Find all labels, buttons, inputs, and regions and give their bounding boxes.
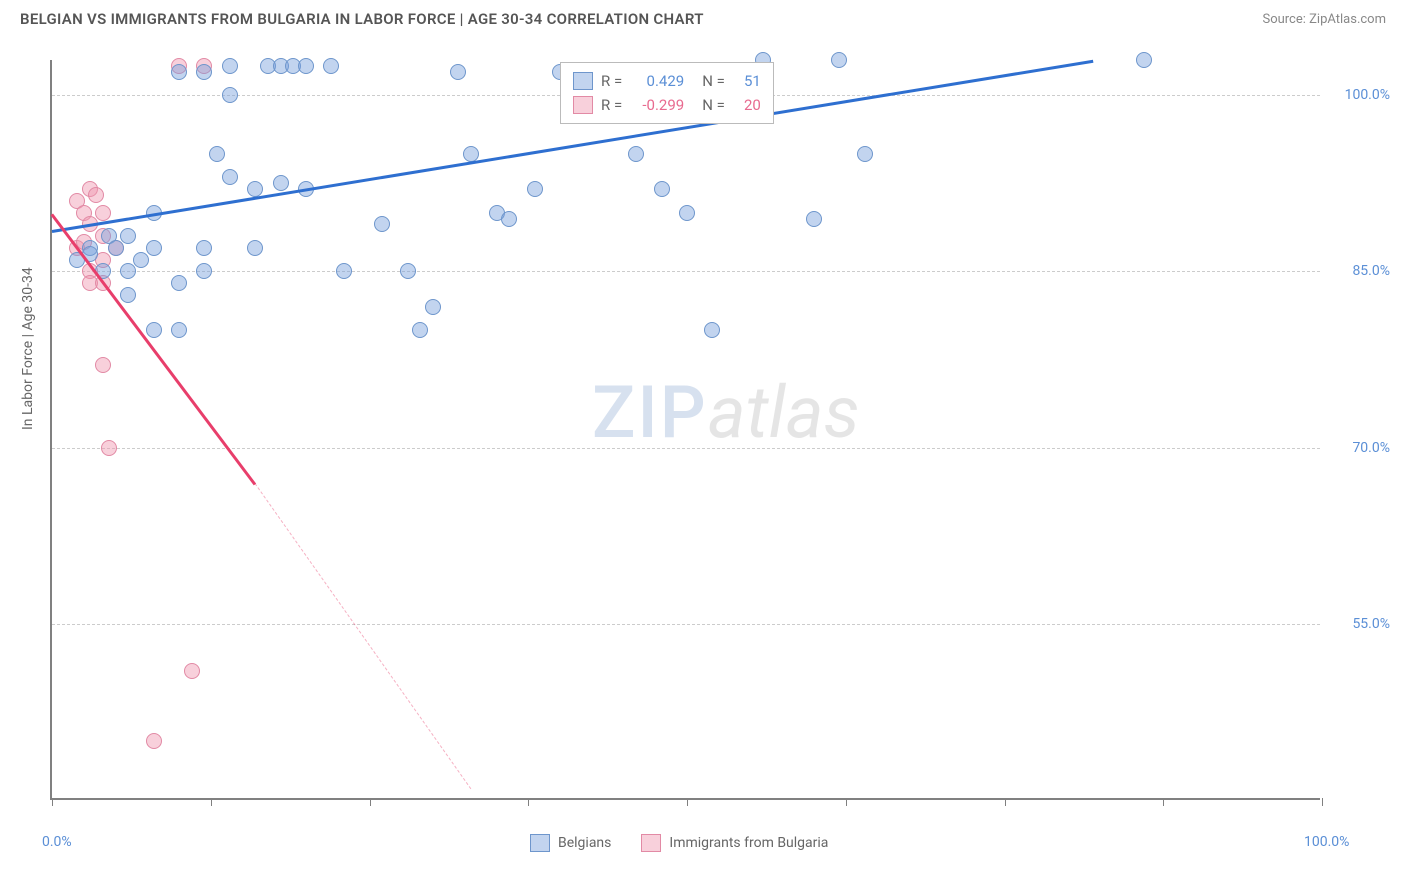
- swatch-icon: [641, 834, 661, 852]
- data-point: [120, 287, 136, 303]
- stats-legend-row: R =-0.299N =20: [573, 93, 761, 117]
- gridline: [52, 624, 1320, 625]
- data-point: [146, 733, 162, 749]
- chart-source: Source: ZipAtlas.com: [1262, 12, 1386, 27]
- x-tick: [1005, 798, 1006, 806]
- y-tick-label: 85.0%: [1352, 263, 1390, 279]
- data-point: [527, 181, 543, 197]
- data-point: [501, 211, 517, 227]
- data-point: [400, 263, 416, 279]
- stats-legend: R =0.429N =51R =-0.299N =20: [560, 62, 774, 124]
- scatter-chart: ZIPatlas 55.0%70.0%85.0%100.0%: [50, 60, 1320, 800]
- legend-item-belgians: Belgians: [530, 834, 611, 852]
- y-tick-label: 70.0%: [1352, 440, 1390, 456]
- data-point: [133, 252, 149, 268]
- data-point: [628, 146, 644, 162]
- data-point: [247, 240, 263, 256]
- chart-title: BELGIAN VS IMMIGRANTS FROM BULGARIA IN L…: [20, 10, 704, 28]
- data-point: [108, 240, 124, 256]
- data-point: [120, 263, 136, 279]
- data-point: [146, 322, 162, 338]
- chart-header: BELGIAN VS IMMIGRANTS FROM BULGARIA IN L…: [0, 0, 1406, 34]
- swatch-icon: [530, 834, 550, 852]
- data-point: [88, 187, 104, 203]
- data-point: [222, 87, 238, 103]
- y-tick-label: 55.0%: [1352, 616, 1390, 632]
- watermark: ZIPatlas: [592, 370, 860, 455]
- x-tick: [52, 798, 53, 806]
- legend-item-bulgaria: Immigrants from Bulgaria: [641, 834, 828, 852]
- gridline: [52, 448, 1320, 449]
- legend-label: Immigrants from Bulgaria: [669, 835, 828, 851]
- data-point: [209, 146, 225, 162]
- data-point: [374, 216, 390, 232]
- data-point: [323, 58, 339, 74]
- swatch-icon: [573, 96, 593, 114]
- x-tick: [211, 798, 212, 806]
- data-point: [196, 263, 212, 279]
- data-point: [101, 440, 117, 456]
- data-point: [146, 240, 162, 256]
- x-tick: [1322, 798, 1323, 806]
- data-point: [450, 64, 466, 80]
- data-point: [171, 64, 187, 80]
- data-point: [704, 322, 720, 338]
- data-point: [412, 322, 428, 338]
- x-axis-max-label: 100.0%: [1304, 834, 1349, 850]
- data-point: [171, 275, 187, 291]
- stats-legend-row: R =0.429N =51: [573, 69, 761, 93]
- data-point: [857, 146, 873, 162]
- data-point: [196, 64, 212, 80]
- data-point: [95, 205, 111, 221]
- x-tick: [1163, 798, 1164, 806]
- swatch-icon: [573, 72, 593, 90]
- data-point: [273, 175, 289, 191]
- trend-line: [255, 483, 472, 789]
- series-legend: Belgians Immigrants from Bulgaria: [530, 834, 828, 852]
- y-axis-label: In Labor Force | Age 30-34: [20, 267, 36, 430]
- legend-label: Belgians: [558, 835, 611, 851]
- data-point: [95, 357, 111, 373]
- data-point: [171, 322, 187, 338]
- data-point: [1136, 52, 1152, 68]
- x-axis-min-label: 0.0%: [42, 834, 72, 850]
- x-tick: [370, 798, 371, 806]
- data-point: [679, 205, 695, 221]
- data-point: [298, 58, 314, 74]
- data-point: [831, 52, 847, 68]
- data-point: [196, 240, 212, 256]
- data-point: [222, 169, 238, 185]
- data-point: [425, 299, 441, 315]
- x-tick: [528, 798, 529, 806]
- data-point: [184, 663, 200, 679]
- data-point: [222, 58, 238, 74]
- gridline: [52, 271, 1320, 272]
- data-point: [806, 211, 822, 227]
- data-point: [654, 181, 670, 197]
- x-tick: [846, 798, 847, 806]
- data-point: [120, 228, 136, 244]
- x-tick: [687, 798, 688, 806]
- data-point: [336, 263, 352, 279]
- y-tick-label: 100.0%: [1345, 87, 1390, 103]
